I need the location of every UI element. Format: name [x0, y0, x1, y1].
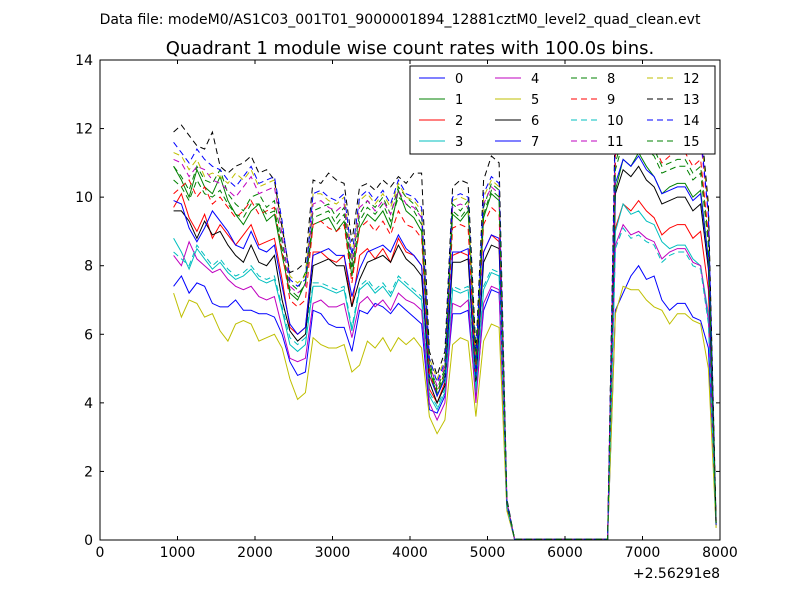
legend-label-8: 8 — [607, 72, 615, 87]
y-tick-label: 10 — [75, 190, 93, 206]
series-line-6 — [173, 165, 717, 540]
legend-label-11: 11 — [607, 135, 624, 150]
y-tick-label: 0 — [84, 533, 93, 549]
x-axis-offset-label: +2.56291e8 — [633, 566, 720, 582]
y-tick-label: 2 — [84, 464, 93, 480]
axis-ticks: 0 1000 2000 3000 4000 5000 6000 7000 80000246810… — [75, 53, 738, 561]
legend-label-5: 5 — [531, 93, 539, 108]
legend-label-6: 6 — [531, 114, 539, 129]
series-line-1 — [173, 151, 717, 540]
legend-label-1: 1 — [455, 93, 463, 108]
x-tick-label: 5000 — [470, 545, 506, 561]
legend-label-4: 4 — [531, 72, 539, 87]
legend-label-14: 14 — [683, 114, 700, 129]
legend-label-9: 9 — [607, 93, 615, 108]
figure-suptitle: Data file: modeM0/AS1C03_001T01_90000018… — [100, 12, 701, 28]
series-line-15 — [173, 134, 717, 540]
y-tick-label: 14 — [75, 53, 93, 69]
legend-label-2: 2 — [455, 114, 463, 129]
legend-label-12: 12 — [683, 72, 700, 87]
legend-box — [409, 65, 716, 155]
legend-label-3: 3 — [455, 135, 463, 150]
x-tick-label: 0 — [96, 545, 105, 561]
series-line-11 — [173, 96, 717, 540]
series-line-5 — [173, 285, 717, 540]
series-line-7 — [173, 155, 717, 540]
x-tick-label: 3000 — [315, 545, 351, 561]
x-tick-label: 2000 — [237, 545, 273, 561]
y-tick-label: 12 — [75, 122, 93, 138]
series-line-9 — [173, 123, 717, 540]
series-line-10 — [173, 226, 717, 540]
x-tick-label: 7000 — [625, 545, 661, 561]
series-line-4 — [173, 223, 717, 540]
x-tick-label: 4000 — [392, 545, 428, 561]
y-tick-label: 4 — [84, 396, 93, 412]
legend-label-7: 7 — [531, 135, 539, 150]
x-tick-label: 8000 — [702, 545, 738, 561]
x-tick-label: 6000 — [547, 545, 583, 561]
chart-title: Quadrant 1 module wise count rates with … — [166, 38, 655, 59]
legend-label-15: 15 — [683, 135, 700, 150]
legend-label-0: 0 — [455, 72, 463, 87]
series-line-8 — [173, 127, 717, 540]
y-tick-label: 6 — [84, 327, 93, 343]
legend-label-13: 13 — [683, 93, 700, 108]
x-tick-label: 1000 — [160, 545, 196, 561]
y-tick-label: 8 — [84, 259, 93, 275]
series-line-12 — [173, 89, 717, 540]
series-line-3 — [173, 202, 717, 540]
legend-label-10: 10 — [607, 114, 624, 129]
